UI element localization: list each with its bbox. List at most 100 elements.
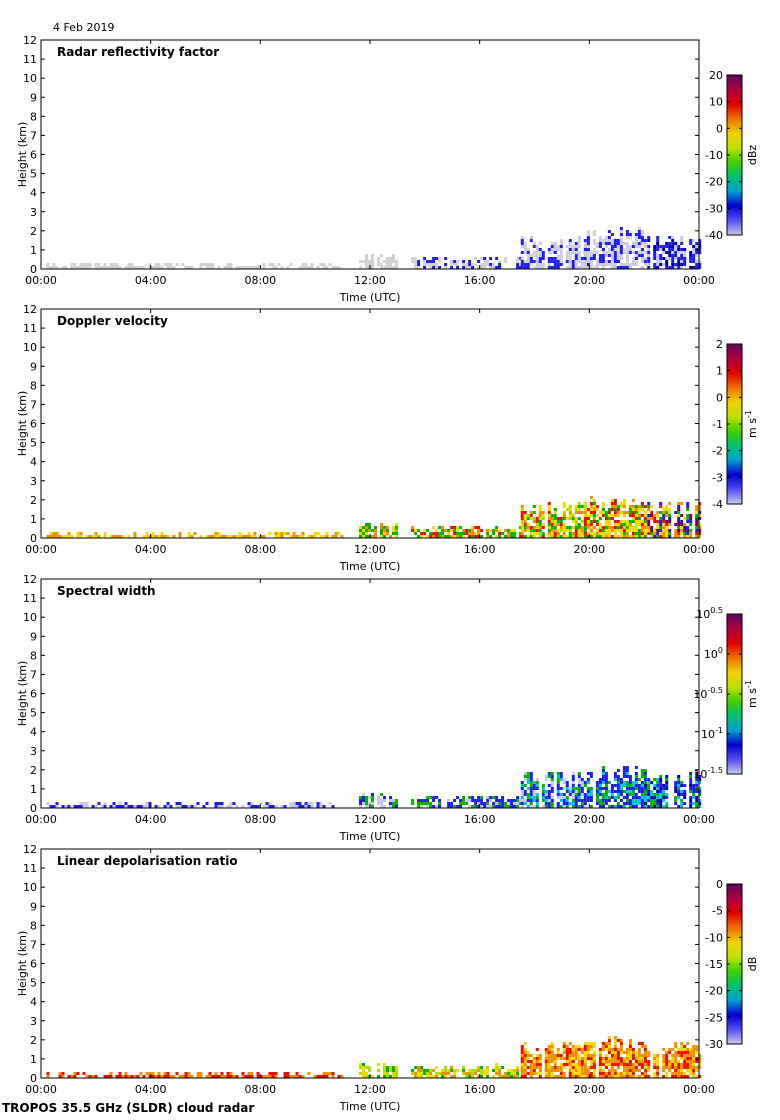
echo-cell bbox=[553, 532, 557, 535]
echo-cell bbox=[580, 1060, 584, 1063]
echo-cell bbox=[529, 790, 533, 793]
echo-cell bbox=[625, 245, 629, 248]
echo-cell bbox=[362, 1063, 365, 1066]
echo-cell bbox=[145, 535, 149, 538]
echo-cell bbox=[634, 517, 638, 520]
echo-cell bbox=[532, 245, 536, 248]
echo-cell bbox=[538, 260, 542, 263]
echo-cell bbox=[121, 535, 125, 538]
echo-cell bbox=[692, 1051, 696, 1054]
echo-cell bbox=[145, 532, 149, 535]
echo-cell bbox=[507, 535, 511, 538]
echo-cell bbox=[562, 1072, 566, 1075]
echo-cell bbox=[362, 802, 365, 805]
echo-cell bbox=[628, 1060, 632, 1063]
echo-cell bbox=[671, 254, 675, 257]
echo-cell bbox=[301, 532, 305, 535]
echo-cell bbox=[647, 236, 651, 239]
echo-cell bbox=[474, 802, 478, 805]
echo-cell bbox=[656, 802, 660, 805]
echo-cell bbox=[568, 514, 572, 517]
echo-cell bbox=[526, 781, 530, 784]
echo-cell bbox=[411, 799, 415, 802]
echo-cell bbox=[625, 787, 629, 790]
echo-cell bbox=[486, 1075, 490, 1078]
echo-cell bbox=[640, 266, 644, 269]
echo-cell bbox=[577, 784, 581, 787]
echo-cell bbox=[695, 523, 699, 526]
echo-cell bbox=[331, 535, 335, 538]
echo-cell bbox=[547, 1075, 551, 1078]
x-tick-label: 00:00 bbox=[683, 543, 715, 556]
echo-cell bbox=[274, 266, 278, 269]
echo-cell bbox=[550, 1069, 554, 1072]
echo-cell bbox=[631, 242, 635, 245]
echo-cell bbox=[94, 1075, 98, 1078]
echo-cell bbox=[271, 263, 275, 266]
echo-cell bbox=[695, 784, 699, 787]
echo-cell bbox=[695, 529, 699, 532]
echo-cell bbox=[529, 772, 533, 775]
echo-cell bbox=[492, 805, 496, 808]
echo-cell bbox=[580, 1072, 584, 1075]
echo-cell bbox=[544, 802, 548, 805]
echo-cell bbox=[486, 1069, 490, 1072]
echo-cell bbox=[49, 535, 53, 538]
echo-cell bbox=[668, 1051, 672, 1054]
echo-cell bbox=[631, 1072, 635, 1075]
echo-cell bbox=[85, 802, 89, 805]
colorbar-tick-exponent: -0.5 bbox=[707, 686, 723, 695]
echo-cell bbox=[619, 505, 623, 508]
colorbar-tick-label: 10-0.5 bbox=[693, 686, 723, 701]
echo-cell bbox=[643, 532, 647, 535]
echo-cell bbox=[622, 529, 626, 532]
echo-cell bbox=[592, 1045, 596, 1048]
echo-cell bbox=[677, 781, 681, 784]
echo-cell bbox=[653, 1066, 657, 1069]
echo-cell bbox=[423, 266, 427, 269]
echo-cell bbox=[331, 1072, 335, 1075]
echo-cell bbox=[680, 790, 684, 793]
echo-cell bbox=[447, 799, 451, 802]
echo-cell bbox=[73, 805, 77, 808]
echo-cell bbox=[674, 529, 678, 532]
echo-cell bbox=[516, 802, 520, 805]
echo-cell bbox=[647, 778, 651, 781]
echo-cell bbox=[583, 529, 587, 532]
echo-cell bbox=[483, 805, 487, 808]
echo-cell bbox=[395, 1069, 398, 1072]
echo-cell bbox=[359, 526, 362, 529]
echo-cell bbox=[274, 805, 278, 808]
echo-cell bbox=[574, 260, 578, 263]
echo-cell bbox=[601, 535, 605, 538]
echo-cell bbox=[568, 526, 572, 529]
echo-cell bbox=[568, 242, 572, 245]
echo-cell bbox=[365, 523, 368, 526]
echo-cell bbox=[595, 242, 599, 245]
echo-cell bbox=[76, 1072, 80, 1075]
echo-cell bbox=[383, 260, 386, 263]
echo-cell bbox=[601, 769, 605, 772]
echo-cell bbox=[559, 1057, 563, 1060]
echo-cell bbox=[247, 266, 251, 269]
echo-cell bbox=[426, 1075, 430, 1078]
echo-cell bbox=[650, 781, 654, 784]
echo-cell bbox=[392, 1075, 395, 1078]
echo-cell bbox=[462, 260, 466, 263]
echo-cell bbox=[380, 799, 383, 802]
echo-cell bbox=[538, 251, 542, 254]
echo-cell bbox=[598, 535, 602, 538]
echo-cell bbox=[665, 775, 669, 778]
echo-cell bbox=[453, 1075, 457, 1078]
echo-cell bbox=[604, 781, 608, 784]
echo-cell bbox=[193, 805, 197, 808]
y-tick-label: 6 bbox=[30, 149, 37, 162]
echo-cell bbox=[124, 266, 128, 269]
echo-cell bbox=[686, 532, 690, 535]
echo-cell bbox=[574, 251, 578, 254]
echo-cell bbox=[383, 796, 386, 799]
echo-cell bbox=[610, 254, 614, 257]
echo-cell bbox=[668, 236, 672, 239]
echo-cell bbox=[647, 505, 651, 508]
echo-cell bbox=[486, 535, 490, 538]
